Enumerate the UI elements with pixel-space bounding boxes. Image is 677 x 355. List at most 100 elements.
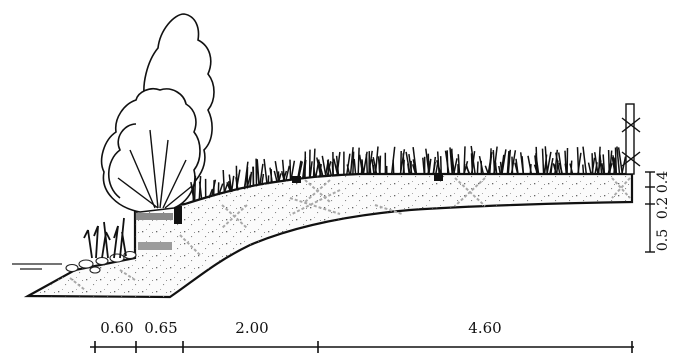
structure-layers [134,212,173,258]
grass-blade [465,165,471,175]
grass-blade [321,155,327,176]
grass-blade [602,154,606,175]
boundary-post [621,103,641,175]
grass-blade [514,162,519,175]
grass-blade [555,152,561,175]
grass-blade [594,162,598,175]
grass-blade [302,157,307,178]
grass-blade [444,150,450,175]
grass-blade [379,155,382,175]
grass-blade [494,160,498,175]
grass-blade [346,153,351,175]
grass-blade [230,175,235,193]
grass-blade [235,177,239,191]
grass-blade [226,181,232,193]
grass-blade [289,159,292,180]
grass-blade [285,165,291,181]
grass-blade [432,156,437,175]
grass-blade [591,157,596,175]
grass-blade [614,147,618,175]
grass-blade [198,181,203,200]
grass-blade [478,155,485,175]
grass-blade [439,156,442,175]
grass-blade [358,154,364,175]
grass-blade [463,161,469,175]
grass-blade [249,171,253,188]
grass-blade [582,146,588,175]
grass-blade [384,165,388,175]
grass-blade [558,162,564,175]
grass-blade [222,169,226,194]
grass-blade [263,158,268,184]
grass-blade [309,161,313,178]
horizontal-dimension-line [90,341,634,353]
grass-blade [290,160,296,180]
grass-blade [365,153,369,175]
grass-blade [411,164,417,175]
grass-blade [399,150,402,175]
grass-blade [492,150,496,175]
grass-blade [361,159,364,175]
grass-blade [261,173,265,186]
grass-blade [564,150,567,175]
grass-blade [597,146,601,175]
grass-blade [357,147,360,175]
grass-blade [500,154,505,175]
grass-blade [617,147,624,175]
grass-blade [312,148,316,177]
grass-blade [246,174,252,188]
dimension-label-top: 4.60 [468,319,501,337]
grass-blade [319,164,322,176]
grass-blade [223,183,229,194]
grass-blade [550,164,553,175]
grass-blade [273,170,278,182]
vertical-dimension-label-bottom: 0.5 [655,229,671,251]
grass-blade [297,161,304,179]
grass-blade [511,156,514,175]
grass-blade [527,155,533,175]
grass-blade [607,162,612,175]
grass-blade [353,158,357,175]
grass-blade [326,160,332,176]
grass-blade [544,146,548,175]
grass-blade [335,155,340,175]
grass-blade [506,151,510,175]
grass-blade [554,149,559,175]
grass-blade [599,154,603,175]
grass-blade [582,164,585,175]
grass-blade [296,160,302,179]
grass-blade [463,146,466,175]
grass-blade [368,150,373,175]
toe-stones [65,250,137,274]
shrub-stems [117,129,193,209]
grass-blade [450,150,455,175]
grass-blade [346,164,351,175]
grass-blade [484,165,490,175]
grass-blade [507,149,512,175]
grass-blade [218,183,224,196]
grass-blade [470,145,476,175]
dimension-label-toe: 0.60 [100,319,133,337]
grass-blade [407,163,410,175]
grass-blade [402,153,405,175]
water-surface [12,263,62,270]
vertical-dimension-label-top: 0.4 [655,171,671,193]
grass-blade [570,160,573,175]
grass-blade [616,146,621,175]
grass-layer-icon [190,145,627,202]
grass-blade [228,174,233,193]
dimension-label-slope: 2.00 [235,319,268,337]
grass-blade [601,163,605,175]
grass-blade [352,151,355,175]
grass-blade [390,146,396,175]
grass-blade [425,148,430,175]
vertical-dimension-label-middle: 0.2 [655,197,671,219]
grass-blade [476,161,479,175]
grass-blade [193,175,197,202]
grass-blade [533,164,539,175]
grass-blade [280,171,285,181]
grass-blade [587,162,592,175]
grass-blade [436,151,440,175]
grass-blade [577,152,582,175]
